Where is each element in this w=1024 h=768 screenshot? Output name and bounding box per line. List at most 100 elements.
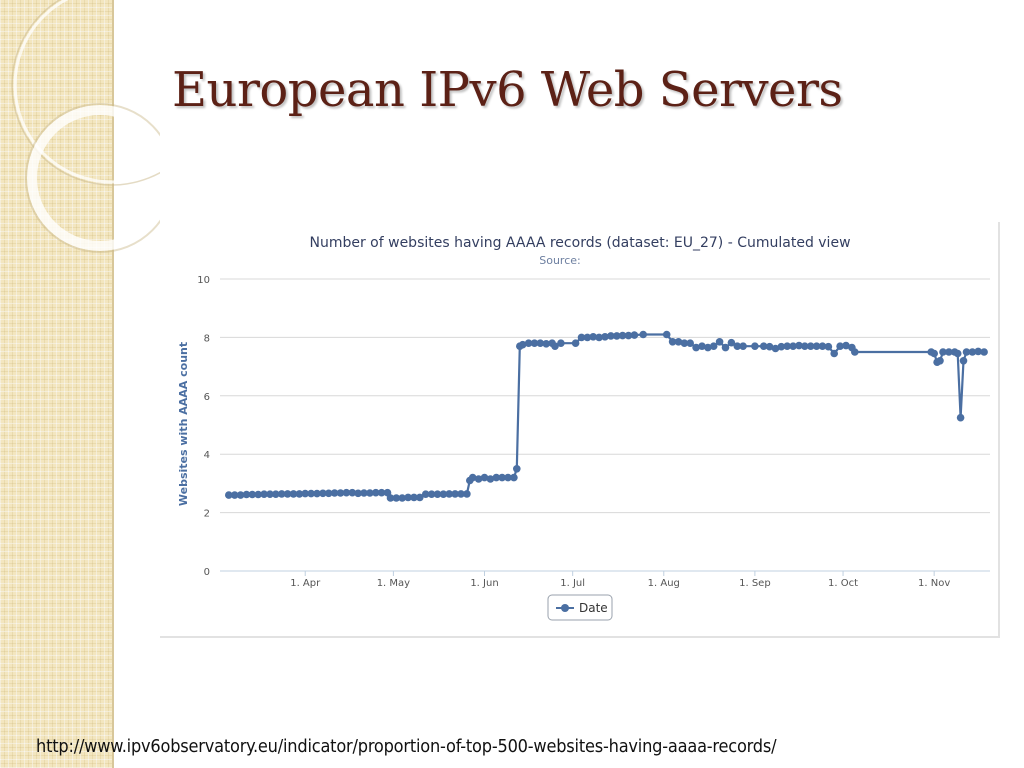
data-point[interactable] (842, 341, 850, 350)
data-point[interactable] (830, 349, 838, 358)
data-point[interactable] (236, 491, 245, 499)
data-point[interactable] (242, 490, 251, 499)
data-point[interactable] (583, 333, 592, 342)
data-point[interactable] (704, 343, 712, 352)
data-point[interactable] (336, 489, 345, 497)
data-point[interactable] (771, 344, 780, 353)
data-point[interactable] (463, 490, 471, 498)
data-point[interactable] (319, 489, 327, 498)
data-point[interactable] (577, 333, 586, 342)
data-point[interactable] (939, 348, 947, 356)
data-point[interactable] (230, 491, 239, 499)
data-point[interactable] (613, 332, 621, 340)
legend[interactable]: Date (547, 594, 613, 621)
data-point[interactable] (551, 342, 559, 350)
data-point[interactable] (709, 342, 718, 350)
data-point[interactable] (721, 343, 730, 352)
data-point[interactable] (277, 490, 286, 498)
data-point[interactable] (524, 339, 533, 347)
data-point[interactable] (595, 333, 603, 342)
data-point[interactable] (225, 491, 233, 499)
data-point[interactable] (404, 493, 412, 502)
data-point[interactable] (639, 330, 647, 339)
data-point[interactable] (439, 490, 448, 499)
data-point[interactable] (474, 475, 483, 483)
data-point[interactable] (739, 342, 747, 350)
data-point[interactable] (733, 342, 742, 350)
data-point[interactable] (959, 357, 968, 365)
data-point[interactable] (295, 490, 304, 498)
data-point[interactable] (283, 490, 292, 498)
data-point[interactable] (795, 341, 803, 350)
data-point[interactable] (662, 330, 671, 339)
data-point[interactable] (715, 338, 724, 346)
data-point[interactable] (377, 488, 386, 497)
data-point[interactable] (936, 357, 944, 365)
data-point[interactable] (486, 475, 495, 483)
data-point[interactable] (962, 348, 971, 356)
data-point[interactable] (330, 489, 339, 497)
data-point[interactable] (433, 490, 442, 499)
data-point[interactable] (518, 340, 527, 349)
data-point[interactable] (956, 413, 965, 422)
data-point[interactable] (945, 348, 953, 356)
data-point[interactable] (759, 342, 768, 350)
data-point[interactable] (680, 339, 689, 347)
data-point[interactable] (386, 494, 395, 502)
data-point[interactable] (445, 490, 454, 498)
data-point[interactable] (968, 348, 977, 356)
data-point[interactable] (980, 348, 988, 356)
data-point[interactable] (727, 338, 736, 347)
data-point[interactable] (777, 342, 786, 351)
data-point[interactable] (342, 488, 351, 497)
data-point[interactable] (751, 342, 759, 350)
data-point[interactable] (366, 489, 374, 497)
data-point[interactable] (618, 331, 627, 340)
data-point[interactable] (692, 343, 700, 352)
data-point[interactable] (536, 339, 545, 347)
data-point[interactable] (492, 473, 501, 482)
data-point[interactable] (974, 347, 982, 356)
data-point[interactable] (272, 490, 280, 499)
data-point[interactable] (354, 489, 362, 498)
data-point[interactable] (953, 349, 962, 358)
data-point[interactable] (674, 338, 683, 346)
data-point[interactable] (510, 473, 518, 482)
data-point[interactable] (451, 490, 459, 498)
data-point[interactable] (698, 342, 706, 350)
data-point[interactable] (372, 488, 380, 497)
data-point[interactable] (324, 489, 333, 498)
data-point[interactable] (601, 333, 609, 341)
data-point[interactable] (836, 342, 844, 350)
data-point[interactable] (812, 342, 821, 350)
data-point[interactable] (504, 473, 512, 482)
data-point[interactable] (801, 342, 809, 350)
data-point[interactable] (624, 331, 633, 340)
data-point[interactable] (457, 490, 465, 498)
data-point[interactable] (630, 331, 639, 339)
data-point[interactable] (410, 493, 418, 502)
data-point[interactable] (789, 342, 797, 350)
data-point[interactable] (307, 489, 315, 498)
data-point[interactable] (416, 493, 424, 502)
data-point[interactable] (668, 338, 677, 346)
data-point[interactable] (480, 473, 489, 482)
data-point[interactable] (468, 473, 477, 482)
data-point[interactable] (557, 339, 565, 347)
data-point[interactable] (783, 342, 791, 350)
data-point[interactable] (765, 342, 774, 351)
data-point[interactable] (260, 490, 268, 499)
data-point[interactable] (818, 342, 827, 350)
data-point[interactable] (427, 490, 436, 499)
data-point[interactable] (571, 339, 580, 347)
data-point[interactable] (824, 342, 833, 351)
data-point[interactable] (851, 348, 859, 356)
data-point[interactable] (498, 473, 506, 482)
data-point[interactable] (301, 489, 309, 498)
data-point[interactable] (398, 494, 406, 502)
data-point[interactable] (589, 333, 597, 341)
data-point[interactable] (930, 349, 938, 358)
data-point[interactable] (392, 494, 401, 502)
data-point[interactable] (530, 339, 539, 347)
data-point[interactable] (289, 490, 298, 498)
